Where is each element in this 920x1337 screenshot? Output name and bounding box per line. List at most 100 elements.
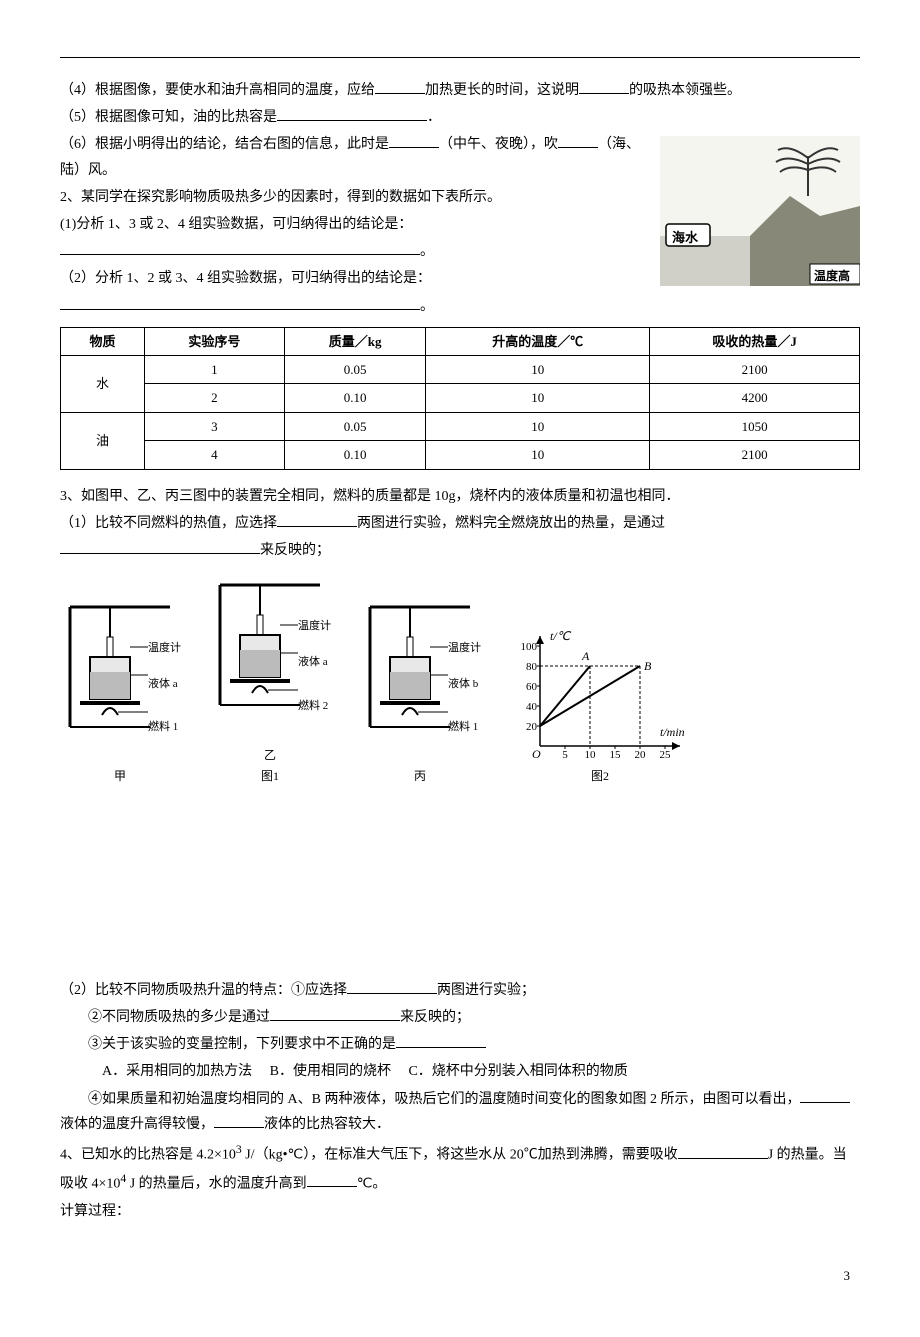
- table-row: 2 0.10 10 4200: [61, 384, 860, 412]
- svg-text:15: 15: [610, 749, 622, 761]
- caption-tu1: 图1: [210, 766, 330, 788]
- svg-text:B: B: [644, 659, 652, 673]
- td: 10: [426, 356, 650, 384]
- q4-full: 4、已知水的比热容是 4.2×103 J/（kg•℃），在标准大气压下，将这些水…: [60, 1139, 860, 1197]
- page-number: 3: [60, 1264, 860, 1287]
- svg-text:t/℃: t/℃: [550, 629, 572, 643]
- calc-label: 计算过程：: [60, 1199, 860, 1224]
- q6-a: （6）根据小明得出的结论，结合右图的信息，此时是: [60, 137, 389, 152]
- sea-label: 海水: [672, 226, 698, 249]
- caption-jia: 甲: [60, 766, 180, 788]
- q4full-d: J 的热量后，水的温度升高到: [126, 1176, 306, 1191]
- td: 10: [426, 441, 650, 469]
- top-rule: [60, 57, 860, 58]
- q3-2-3: ③关于该实验的变量控制，下列要求中不正确的是: [60, 1032, 860, 1057]
- svg-text:O: O: [532, 747, 541, 761]
- q3-2-4-c: 液体的比热容较大．: [264, 1117, 390, 1132]
- td: 4200: [650, 384, 860, 412]
- q4-text-a: （4）根据图像，要使水和油升高相同的温度，应给: [60, 83, 375, 98]
- svg-text:t/min: t/min: [660, 725, 685, 739]
- td: 2100: [650, 356, 860, 384]
- blank: [277, 106, 427, 121]
- svg-text:100: 100: [521, 641, 538, 653]
- svg-text:20: 20: [526, 721, 538, 733]
- fuel-label: 燃料 1: [448, 718, 488, 738]
- blank: [307, 1172, 357, 1187]
- td: 3: [144, 412, 284, 440]
- fig-bing: 温度计 液体 b 燃料 1 丙: [360, 597, 480, 788]
- td: 4: [144, 441, 284, 469]
- td: 10: [426, 412, 650, 440]
- q3-1-b: 两图进行实验，燃料完全燃烧放出的热量，是通过: [357, 516, 665, 531]
- q4-line: （4）根据图像，要使水和油升高相同的温度，应给 加热更长的时间，这说明 的吸热本领强…: [60, 78, 860, 103]
- blank: [800, 1088, 850, 1103]
- td: 1: [144, 356, 284, 384]
- q3-1-a: （1）比较不同燃料的热值，应选择: [60, 516, 277, 531]
- th: 实验序号: [144, 327, 284, 355]
- q2-1-text: (1)分析 1、3 或 2、4 组实验数据，可归纳得出的结论是：: [60, 217, 412, 232]
- option-c: C．烧杯中分别装入相同体积的物质: [408, 1064, 627, 1079]
- q5-end: ．: [427, 110, 441, 125]
- svg-text:5: 5: [562, 749, 568, 761]
- blank: [396, 1033, 486, 1048]
- q3-2-4: ④如果质量和初始温度均相同的 A、B 两种液体，吸热后它们的温度随时间变化的图象…: [60, 1087, 860, 1137]
- caption-tu2: 图2: [510, 766, 690, 788]
- td: 0.10: [284, 384, 425, 412]
- td-substance: 油: [61, 412, 145, 469]
- blank: [375, 79, 425, 94]
- svg-text:60: 60: [526, 681, 538, 693]
- fig-jia: 温度计 液体 a 燃料 1 甲: [60, 597, 180, 788]
- th: 升高的温度／℃: [426, 327, 650, 355]
- blank: [60, 539, 260, 554]
- fuel-label: 燃料 2: [298, 697, 338, 717]
- blank: [579, 79, 629, 94]
- q4-text-b: 加热更长的时间，这说明: [425, 83, 579, 98]
- q5-text: （5）根据图像可知，油的比热容是: [60, 110, 277, 125]
- blank: [389, 133, 439, 148]
- fig-yi: 温度计 液体 a 燃料 2 乙 图1: [210, 575, 330, 788]
- q4full-a: 4、已知水的比热容是 4.2×10: [60, 1148, 236, 1163]
- table-row: 油 3 0.05 10 1050: [61, 412, 860, 440]
- options-row: A．采用相同的加热方法 B．使用相同的烧杯 C．烧杯中分别装入相同体积的物质: [60, 1059, 860, 1084]
- blank: [678, 1144, 768, 1159]
- thermo-label: 温度计: [448, 639, 488, 659]
- q5-line: （5）根据图像可知，油的比热容是 ．: [60, 105, 860, 130]
- svg-text:40: 40: [526, 701, 538, 713]
- q3-1-c: 来反映的；: [260, 543, 330, 558]
- td: 0.05: [284, 412, 425, 440]
- thermo-label: 温度计: [148, 639, 188, 659]
- td: 10: [426, 384, 650, 412]
- liquid-label: 液体 a: [148, 675, 188, 695]
- q3-2-2: ②不同物质吸热的多少是通过来反映的；: [60, 1005, 860, 1030]
- svg-text:80: 80: [526, 661, 538, 673]
- q4full-b: J/（kg•℃），在标准大气压下，将这些水从 20℃加热到沸腾，需要吸收: [242, 1148, 678, 1163]
- figure-row: 温度计 液体 a 燃料 1 甲 温度计 液体 a 燃料 2 乙 图1 温度计 液…: [60, 575, 860, 788]
- q3-2-3-text: ③关于该实验的变量控制，下列要求中不正确的是: [88, 1037, 396, 1052]
- blank: [60, 295, 420, 310]
- table-row: 水 1 0.05 10 2100: [61, 356, 860, 384]
- q3-2-2-a: ②不同物质吸热的多少是通过: [88, 1010, 270, 1025]
- q3-1: （1）比较不同燃料的热值，应选择 两图进行实验，燃料完全燃烧放出的热量，是通过: [60, 511, 860, 536]
- blank: [270, 1006, 400, 1021]
- q3-1-cont: 来反映的；: [60, 538, 860, 563]
- svg-text:25: 25: [660, 749, 672, 761]
- option-b: B．使用相同的烧杯: [270, 1064, 391, 1079]
- td: 2100: [650, 441, 860, 469]
- liquid-label: 液体 b: [448, 675, 488, 695]
- hot-label: 温度高: [814, 266, 850, 288]
- q4-text-c: 的吸热本领强些。: [629, 83, 741, 98]
- td: 0.10: [284, 441, 425, 469]
- q3-2: （2）比较不同物质吸热升温的特点：①应选择两图进行实验；: [60, 978, 860, 1003]
- th: 吸收的热量／J: [650, 327, 860, 355]
- blank: [214, 1113, 264, 1128]
- q6-b: （中午、夜晚），吹: [439, 137, 558, 152]
- table-row: 4 0.10 10 2100: [61, 441, 860, 469]
- caption-yi: 乙: [210, 745, 330, 767]
- q3-2-a: （2）比较不同物质吸热升温的特点：①应选择: [60, 983, 347, 998]
- q2-2-blank-row: 。: [60, 294, 860, 319]
- caption-bing: 丙: [360, 766, 480, 788]
- td-substance: 水: [61, 356, 145, 413]
- blank: [60, 240, 420, 255]
- thermo-label: 温度计: [298, 617, 338, 637]
- th: 质量／kg: [284, 327, 425, 355]
